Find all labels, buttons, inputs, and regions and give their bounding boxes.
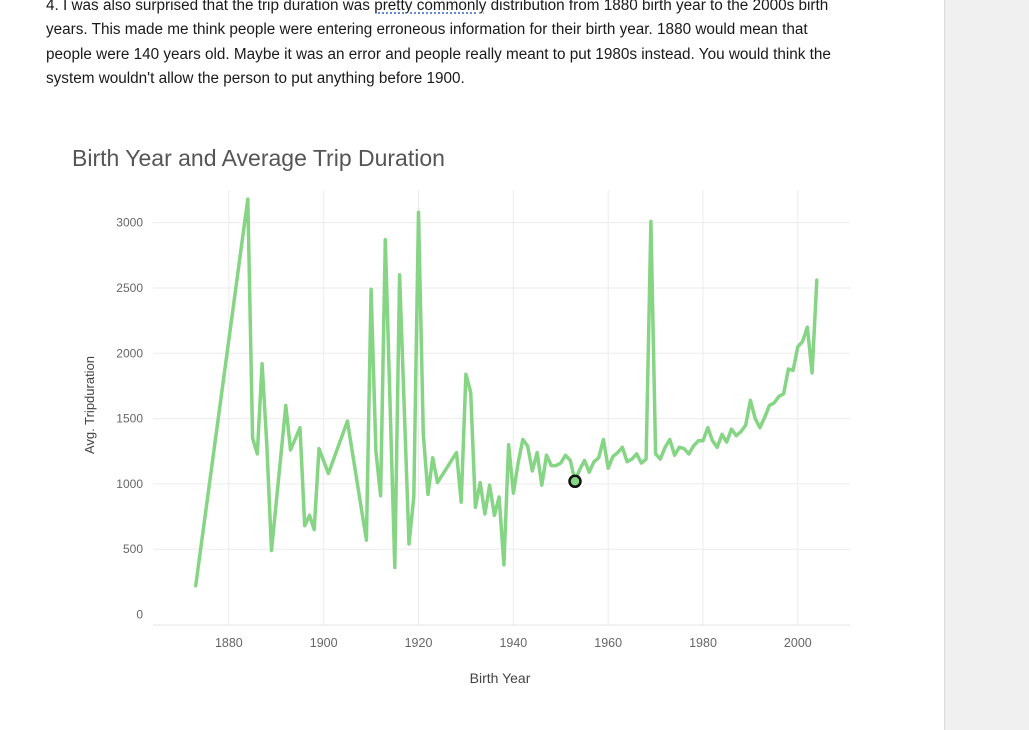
document-page: 4. I was also surprised that the trip du… xyxy=(46,0,850,686)
x-tick-label: 1980 xyxy=(689,636,717,650)
chart-title: Birth Year and Average Trip Duration xyxy=(72,145,445,171)
side-gutter xyxy=(944,0,1029,730)
x-tick-labels: 1880 1900 1920 1940 1960 1980 2000 xyxy=(215,636,812,650)
y-tick-label: 500 xyxy=(123,542,143,556)
y-tick-label: 1500 xyxy=(116,412,143,426)
y-tick-label: 0 xyxy=(136,608,143,622)
paragraph-text-end: distribution from 1880 birth year to the… xyxy=(46,0,831,88)
body-paragraph: 4. I was also surprised that the trip du… xyxy=(46,0,836,92)
series-line xyxy=(193,197,819,588)
y-tick-labels: 0 500 1000 1500 2000 2500 3000 xyxy=(116,216,143,622)
gridlines xyxy=(153,190,850,626)
highlighted-data-point[interactable] xyxy=(568,474,582,489)
y-tick-label: 2000 xyxy=(116,346,143,360)
y-axis-label: Avg. Tripduration xyxy=(82,356,97,454)
x-tick-label: 1920 xyxy=(405,636,433,650)
y-tick-label: 1000 xyxy=(116,477,143,491)
x-tick-label: 1880 xyxy=(215,636,243,650)
x-axis-label: Birth Year xyxy=(470,670,531,686)
line-chart: Birth Year and Average Trip Duration 0 50… xyxy=(72,145,850,686)
paragraph-text-start: 4. I was also surprised that the trip du… xyxy=(46,0,375,14)
x-tick-label: 1960 xyxy=(594,636,622,650)
flagged-phrase[interactable]: pretty commonly xyxy=(374,0,487,14)
x-tick-label: 1940 xyxy=(499,636,527,650)
y-tick-label: 3000 xyxy=(116,216,143,230)
x-tick-label: 1900 xyxy=(310,636,338,650)
y-tick-label: 2500 xyxy=(116,281,143,295)
x-tick-label: 2000 xyxy=(784,636,812,650)
